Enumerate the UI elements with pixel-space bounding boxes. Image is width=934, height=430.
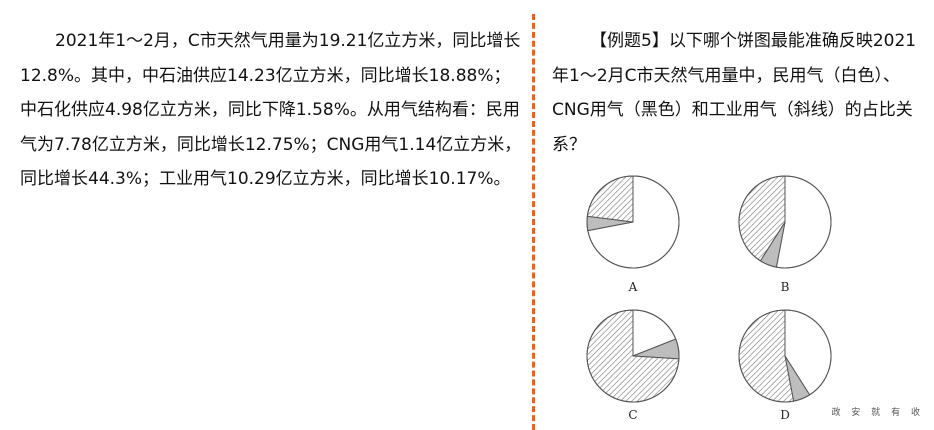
pie-slice-hatched xyxy=(586,175,634,223)
question-text: 【例题5】以下哪个饼图最能准确反映2021年1～2月C市天然气用量中，民用气（白… xyxy=(552,31,917,155)
option-label-c: C xyxy=(628,408,638,422)
passage-text: 2021年1～2月，C市天然气用量为19.21亿立方米，同比增长12.8%。其中… xyxy=(20,31,522,189)
watermark-text: 政 安 就 有 收 xyxy=(831,408,924,418)
dashed-divider xyxy=(532,14,535,430)
option-label-b: B xyxy=(780,280,790,294)
question: 【例题5】以下哪个饼图最能准确反映2021年1～2月C市天然气用量中，民用气（白… xyxy=(552,24,924,162)
pie-outline xyxy=(586,309,680,403)
pie-outline xyxy=(738,175,832,269)
pie-chart-a[interactable] xyxy=(585,172,681,272)
option-label-a: A xyxy=(628,280,638,294)
pie-slice-hatched xyxy=(738,309,795,403)
passage: 2021年1～2月，C市天然气用量为19.21亿立方米，同比增长12.8%。其中… xyxy=(20,24,526,197)
pie-chart-c[interactable] xyxy=(585,306,681,406)
pie-chart-b[interactable] xyxy=(737,172,833,272)
pie-chart-d[interactable] xyxy=(737,306,833,406)
option-label-d: D xyxy=(780,408,790,422)
pie-outline xyxy=(586,175,680,269)
pie-outline xyxy=(738,309,832,403)
